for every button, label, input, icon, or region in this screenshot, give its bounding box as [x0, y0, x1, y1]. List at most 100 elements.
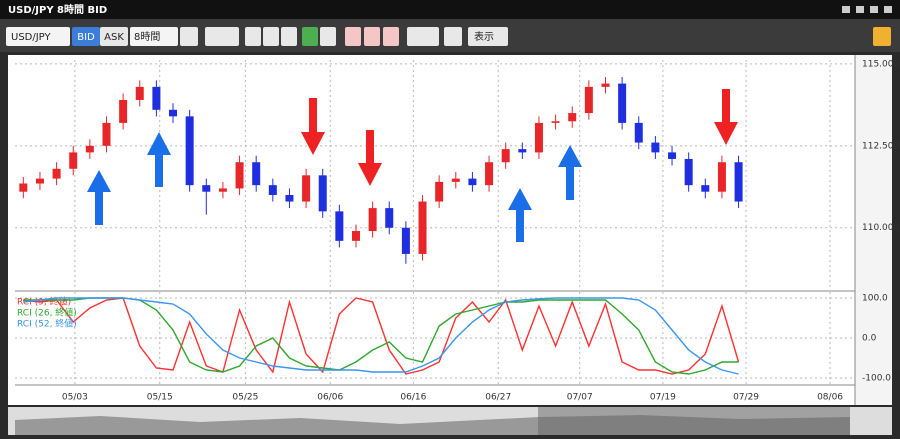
- x-tick-label: 05/15: [147, 393, 173, 403]
- y-tick-label: 100.0: [862, 294, 888, 304]
- x-tick-label: 05/25: [232, 393, 258, 403]
- window-controls[interactable]: [842, 6, 892, 13]
- annotation-arrows: [87, 89, 738, 242]
- settings-button[interactable]: [873, 27, 891, 46]
- x-tick-label: 06/16: [400, 393, 426, 403]
- candle-body: [651, 142, 660, 153]
- candle-body: [152, 86, 161, 110]
- timeframe-select[interactable]: [130, 27, 178, 46]
- display-label: 表示: [474, 30, 494, 43]
- legend-entry: RCI (26, 終値): [17, 307, 77, 319]
- tool-button[interactable]: [444, 27, 462, 46]
- candle-body: [285, 194, 294, 202]
- zoom-in-button[interactable]: [245, 27, 261, 46]
- candle-body: [335, 211, 344, 241]
- rci-line: [23, 297, 740, 375]
- window-button[interactable]: [842, 6, 850, 13]
- candle-body: [568, 113, 577, 122]
- candle-body: [318, 175, 327, 212]
- x-tick-label: 08/06: [817, 393, 843, 403]
- candle-body: [35, 178, 44, 184]
- ask-button[interactable]: [100, 27, 128, 46]
- candle-body: [119, 99, 128, 123]
- up-arrow: [87, 170, 111, 225]
- x-tick-label: 07/07: [567, 393, 593, 403]
- candle-body: [418, 201, 427, 254]
- tool-button[interactable]: [281, 27, 297, 46]
- candle-body: [185, 116, 194, 186]
- tool-button[interactable]: [383, 27, 399, 46]
- candle-body: [551, 121, 560, 123]
- timeframe-label: 8時間: [134, 31, 160, 43]
- ask-label: ASK: [104, 32, 124, 43]
- down-arrow: [301, 98, 325, 155]
- window-button[interactable]: [856, 6, 864, 13]
- chart-area: [8, 55, 892, 405]
- candle-body: [668, 152, 677, 159]
- price-axis: [855, 55, 892, 405]
- y-tick-label: -100.0: [862, 374, 891, 384]
- candle-body: [169, 109, 178, 117]
- draw-button[interactable]: [407, 27, 439, 46]
- candle-body: [634, 122, 643, 143]
- up-arrow: [558, 145, 582, 200]
- candle-body: [584, 86, 593, 114]
- tool-button[interactable]: [180, 27, 198, 46]
- display-button[interactable]: [468, 27, 508, 46]
- candle-body: [385, 208, 394, 228]
- y-tick-label: 0.0: [862, 334, 877, 344]
- candle-body: [268, 185, 277, 195]
- candle-body: [85, 145, 94, 153]
- x-tick-label: 07/29: [733, 393, 759, 403]
- candle-body: [501, 149, 510, 163]
- tool-button[interactable]: [364, 27, 380, 46]
- tool-button[interactable]: [302, 27, 318, 46]
- rci-line: [23, 297, 739, 375]
- candle-body: [717, 162, 726, 192]
- window-button[interactable]: [884, 6, 892, 13]
- candle-body: [701, 185, 710, 192]
- window-button[interactable]: [870, 6, 878, 13]
- navigator-window[interactable]: [538, 407, 850, 435]
- candle-body: [734, 162, 743, 202]
- candle-body: [202, 185, 211, 192]
- candle-body: [485, 162, 494, 186]
- candle-body: [518, 149, 527, 153]
- down-arrow: [358, 130, 382, 186]
- tool-button[interactable]: [345, 27, 361, 46]
- candle-body: [218, 188, 227, 192]
- title-bar: [0, 0, 900, 19]
- candle-body: [235, 162, 244, 189]
- candle-body: [451, 178, 460, 182]
- candle-body: [368, 208, 377, 232]
- candle-body: [19, 183, 28, 192]
- x-tick-label: 07/19: [650, 393, 676, 403]
- candle-body: [102, 122, 111, 146]
- zoom-out-button[interactable]: [263, 27, 279, 46]
- candle-body: [52, 168, 61, 179]
- candle-body: [351, 231, 360, 241]
- chart-type-button[interactable]: [205, 27, 239, 46]
- legend-entry: RCI (52, 終値): [17, 318, 77, 330]
- candle-body: [468, 178, 477, 186]
- y-tick-label: 112.500: [862, 141, 899, 151]
- candle-body: [684, 158, 693, 186]
- down-arrow: [714, 89, 738, 145]
- x-tick-label: 06/06: [317, 393, 343, 403]
- candle-body: [252, 162, 261, 186]
- y-tick-label: 115.000: [862, 59, 899, 69]
- candle-body: [618, 83, 627, 123]
- candle-body: [401, 227, 410, 254]
- y-tick-label: 110.000: [862, 223, 899, 233]
- candle-body: [69, 152, 78, 169]
- symbol-label: USD/JPY: [11, 32, 51, 43]
- x-tick-label: 06/27: [485, 393, 511, 403]
- up-arrow: [508, 188, 532, 242]
- bid-label: BID: [77, 32, 95, 43]
- tool-button[interactable]: [320, 27, 336, 46]
- candle-body: [534, 122, 543, 153]
- bid-button[interactable]: [72, 27, 100, 46]
- symbol-select[interactable]: [6, 27, 70, 46]
